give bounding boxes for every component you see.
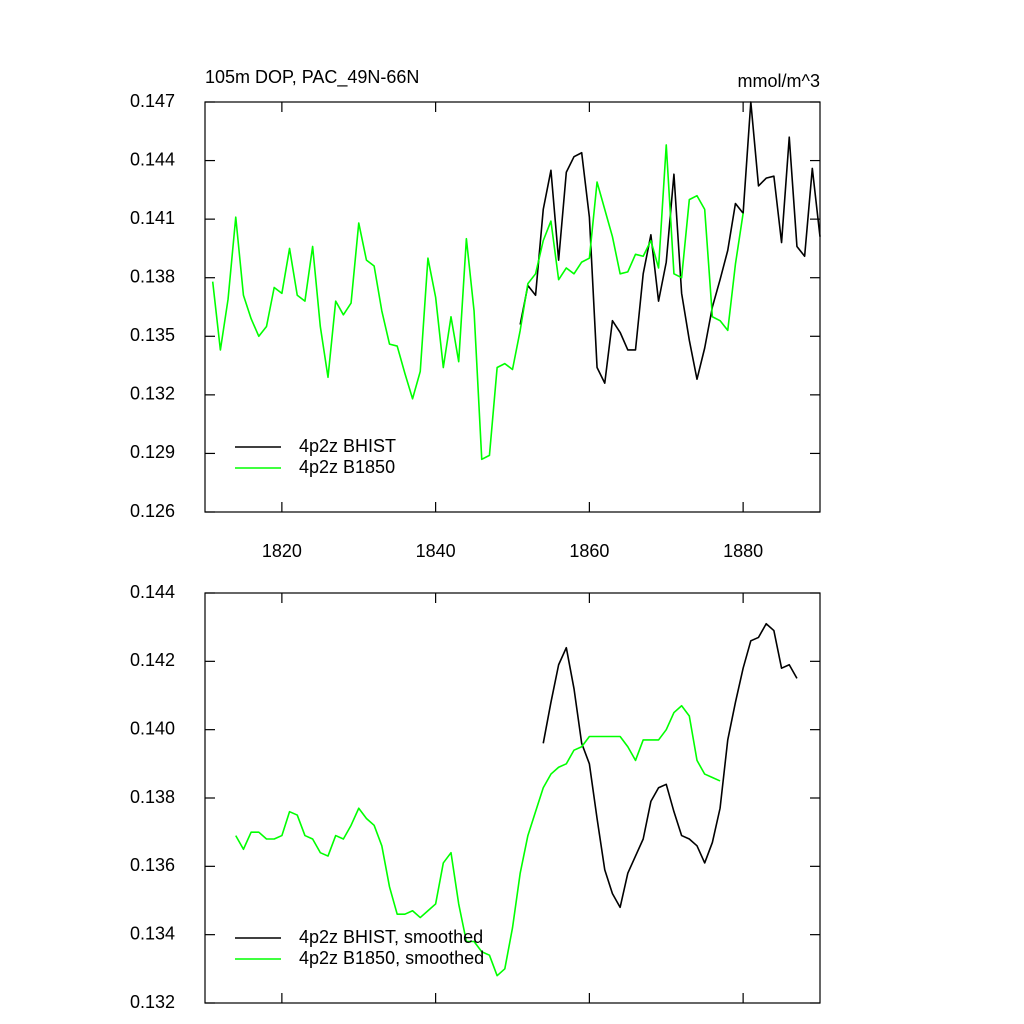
legend-label: 4p2z BHIST, smoothed — [299, 927, 483, 947]
y-tick-label: 0.129 — [130, 442, 175, 462]
series-line — [519, 101, 821, 384]
y-tick-label: 0.132 — [130, 384, 175, 404]
legend-label: 4p2z B1850, smoothed — [299, 948, 484, 968]
plot-frame — [204, 101, 821, 513]
y-tick-label: 0.138 — [130, 266, 175, 286]
legend-label: 4p2z B1850 — [299, 457, 395, 477]
y-tick-label: 0.132 — [130, 992, 175, 1012]
units-label: mmol/m^3 — [738, 71, 820, 91]
y-tick-label: 0.136 — [130, 855, 175, 875]
y-tick-label: 0.134 — [130, 923, 175, 943]
x-tick-label: 1860 — [569, 541, 609, 561]
y-tick-label: 0.141 — [130, 208, 175, 228]
chart-title: 105m DOP, PAC_49N-66N — [205, 67, 419, 88]
plot-frame — [204, 592, 821, 1004]
series-line — [235, 704, 721, 977]
y-tick-label: 0.138 — [130, 787, 175, 807]
y-tick-label: 0.144 — [130, 149, 175, 169]
legend-label: 4p2z BHIST — [299, 436, 396, 456]
x-tick-label: 1820 — [262, 541, 302, 561]
y-tick-label: 0.142 — [130, 650, 175, 670]
x-tick-label: 1880 — [723, 541, 763, 561]
y-tick-label: 0.147 — [130, 91, 175, 111]
y-tick-label: 0.140 — [130, 718, 175, 738]
series-line — [542, 622, 798, 909]
y-tick-label: 0.144 — [130, 582, 175, 602]
y-tick-label: 0.135 — [130, 325, 175, 345]
x-tick-label: 1840 — [416, 541, 456, 561]
series-line — [211, 144, 744, 461]
y-tick-label: 0.126 — [130, 501, 175, 521]
